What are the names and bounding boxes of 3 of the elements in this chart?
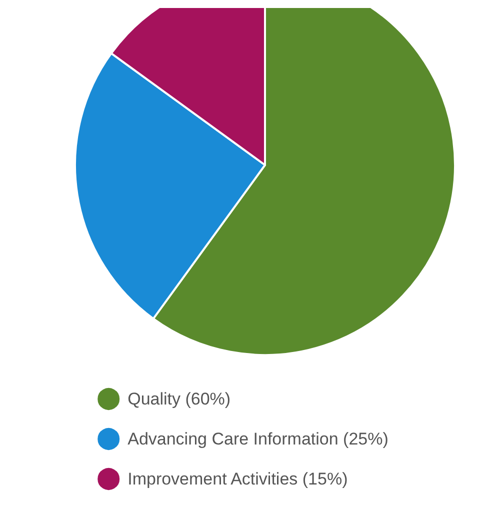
legend-label: Advancing Care Information (25%) xyxy=(128,430,388,448)
legend-label: Quality (60%) xyxy=(128,390,231,408)
legend-label: Improvement Activities (15%) xyxy=(128,470,348,488)
